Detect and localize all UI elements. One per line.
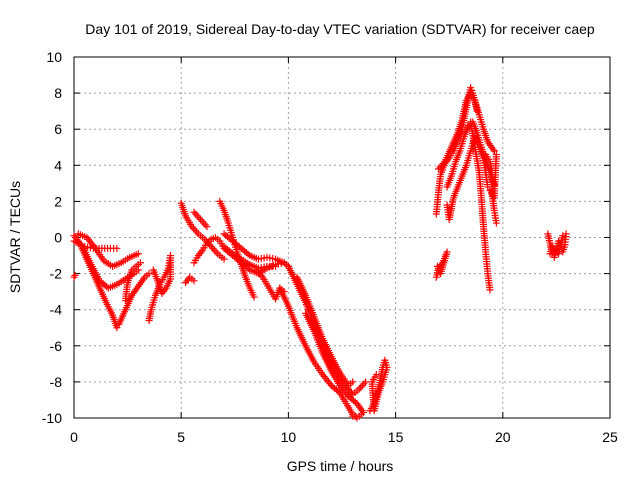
data-point bbox=[272, 262, 280, 270]
data-point bbox=[201, 221, 209, 229]
data-point bbox=[334, 387, 342, 395]
data-point bbox=[195, 214, 203, 222]
data-point bbox=[198, 217, 206, 225]
data-point bbox=[351, 398, 359, 406]
data-point bbox=[210, 246, 218, 254]
y-tick-label: 2 bbox=[54, 193, 62, 209]
y-tick-label: 6 bbox=[54, 121, 62, 137]
data-point bbox=[149, 266, 157, 274]
data-point bbox=[193, 212, 201, 220]
chart-title: Day 101 of 2019, Sidereal Day-to-day VTE… bbox=[85, 21, 595, 37]
data-point bbox=[250, 293, 258, 301]
y-tick-label: 4 bbox=[54, 157, 62, 173]
data-point bbox=[190, 277, 198, 285]
data-point bbox=[145, 270, 153, 278]
data-point bbox=[492, 150, 500, 158]
x-tick-label: 25 bbox=[602, 429, 618, 445]
x-axis-title: GPS time / hours bbox=[287, 458, 394, 474]
data-point bbox=[203, 223, 211, 231]
data-point bbox=[490, 147, 498, 155]
x-tick-label: 10 bbox=[281, 429, 297, 445]
data-point bbox=[358, 382, 366, 390]
x-tick-label: 15 bbox=[388, 429, 404, 445]
y-tick-label: -6 bbox=[50, 338, 63, 354]
data-point bbox=[113, 244, 121, 252]
y-tick-label: -4 bbox=[50, 302, 63, 318]
data-point bbox=[492, 219, 500, 227]
y-axis-title: SDTVAR / TECUs bbox=[7, 181, 23, 293]
data-point bbox=[191, 226, 199, 234]
y-tick-label: 10 bbox=[46, 49, 62, 65]
data-point bbox=[349, 378, 357, 386]
data-point bbox=[360, 380, 368, 388]
data-point bbox=[200, 219, 208, 227]
data-point bbox=[71, 271, 79, 279]
data-point bbox=[486, 286, 494, 294]
data-point bbox=[349, 412, 357, 420]
x-tick-label: 0 bbox=[70, 429, 78, 445]
data-point bbox=[113, 324, 121, 332]
data-point bbox=[433, 262, 441, 270]
data-point bbox=[244, 250, 252, 258]
data-point bbox=[212, 248, 220, 256]
data-point bbox=[362, 378, 370, 386]
data-point bbox=[220, 255, 228, 263]
grid bbox=[74, 57, 610, 418]
y-tick-label: 8 bbox=[54, 85, 62, 101]
y-tick-label: -8 bbox=[50, 374, 63, 390]
data-point bbox=[209, 244, 217, 252]
data-point bbox=[134, 250, 142, 258]
data-point bbox=[190, 208, 198, 216]
data-point bbox=[357, 383, 365, 391]
data-point bbox=[196, 215, 204, 223]
data-point bbox=[546, 250, 554, 258]
data-points bbox=[70, 84, 570, 422]
data-point bbox=[136, 259, 144, 267]
data-point bbox=[227, 248, 235, 256]
y-tick-label: -2 bbox=[50, 266, 63, 282]
y-tick-label: 0 bbox=[54, 230, 62, 246]
y-tick-label: -10 bbox=[42, 410, 62, 426]
x-tick-label: 5 bbox=[177, 429, 185, 445]
data-point bbox=[70, 273, 78, 281]
data-point bbox=[193, 228, 201, 236]
data-point bbox=[372, 371, 380, 379]
tick-labels: 0 5 10 15 20 25 -10 -8 -6 -4 -2 0 2 4 6 8 10 bbox=[42, 49, 618, 445]
data-point bbox=[192, 210, 200, 218]
x-tick-label: 20 bbox=[495, 429, 511, 445]
